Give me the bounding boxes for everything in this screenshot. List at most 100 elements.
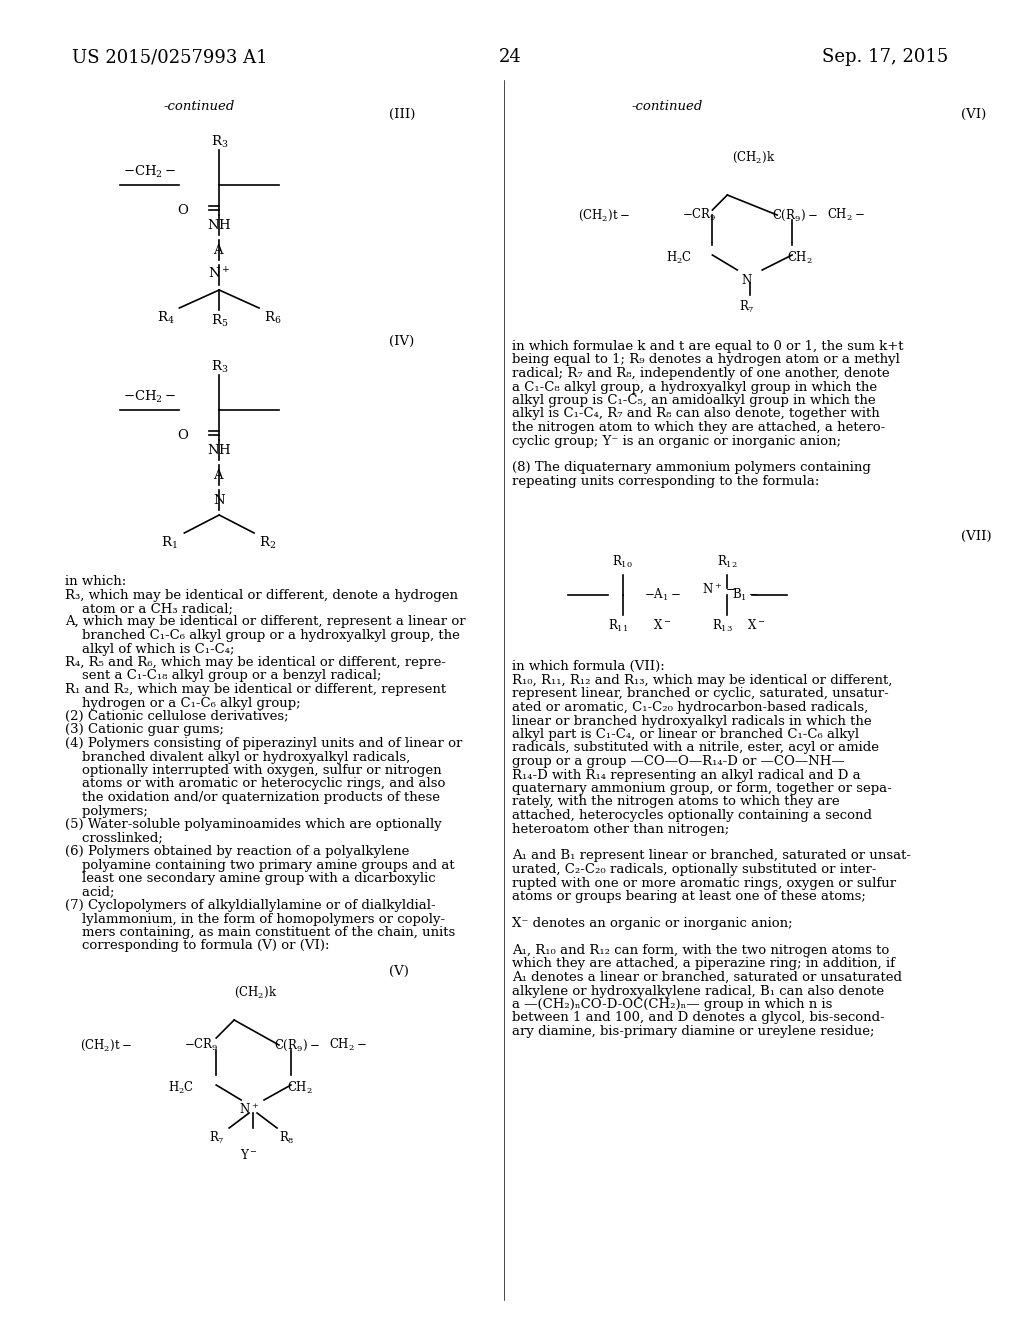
Text: alkyl group is C₁-C₅, an amidoalkyl group in which the: alkyl group is C₁-C₅, an amidoalkyl grou…	[512, 393, 876, 407]
Text: $\mathregular{B_1-}$: $\mathregular{B_1-}$	[732, 587, 760, 603]
Text: $\mathregular{R_8}$: $\mathregular{R_8}$	[279, 1130, 295, 1146]
Text: $\mathregular{R_4}$: $\mathregular{R_4}$	[157, 310, 174, 326]
Text: $\mathregular{(CH_2)k}$: $\mathregular{(CH_2)k}$	[732, 149, 775, 165]
Text: $\mathregular{O}$: $\mathregular{O}$	[177, 428, 189, 442]
Text: alkylene or hydroxyalkylene radical, B₁ can also denote: alkylene or hydroxyalkylene radical, B₁ …	[512, 985, 885, 998]
Text: $\mathregular{C(R_9)-}$: $\mathregular{C(R_9)-}$	[274, 1038, 319, 1052]
Text: $\mathregular{N}$: $\mathregular{N}$	[741, 273, 753, 286]
Text: $\mathregular{N^+}$: $\mathregular{N^+}$	[239, 1104, 259, 1118]
Text: -continued: -continued	[164, 100, 234, 114]
Text: hydrogen or a C₁-C₆ alkyl group;: hydrogen or a C₁-C₆ alkyl group;	[65, 697, 300, 710]
Text: (8) The diquaternary ammonium polymers containing: (8) The diquaternary ammonium polymers c…	[512, 462, 871, 474]
Text: $\mathregular{CH_2}$: $\mathregular{CH_2}$	[787, 249, 813, 267]
Text: $\mathregular{H_2C}$: $\mathregular{H_2C}$	[168, 1080, 195, 1096]
Text: $\mathregular{R_3}$: $\mathregular{R_3}$	[211, 133, 228, 150]
Text: branched C₁-C₆ alkyl group or a hydroxyalkyl group, the: branched C₁-C₆ alkyl group or a hydroxya…	[65, 630, 460, 642]
Text: A₁ denotes a linear or branched, saturated or unsaturated: A₁ denotes a linear or branched, saturat…	[512, 972, 902, 983]
Text: $\mathregular{R_{11}}$: $\mathregular{R_{11}}$	[607, 618, 628, 634]
Text: alkyl of which is C₁-C₄;: alkyl of which is C₁-C₄;	[65, 643, 234, 656]
Text: acid;: acid;	[65, 886, 115, 899]
Text: a C₁-C₈ alkyl group, a hydroxyalkyl group in which the: a C₁-C₈ alkyl group, a hydroxyalkyl grou…	[512, 380, 878, 393]
Text: R₁₄-D with R₁₄ representing an alkyl radical and D a: R₁₄-D with R₁₄ representing an alkyl rad…	[512, 768, 861, 781]
Text: $\mathregular{R_6}$: $\mathregular{R_6}$	[264, 310, 282, 326]
Text: the oxidation and/or quaternization products of these: the oxidation and/or quaternization prod…	[65, 791, 439, 804]
Text: atom or a CH₃ radical;: atom or a CH₃ radical;	[65, 602, 232, 615]
Text: (7) Cyclopolymers of alkyldiallylamine or of dialkyldial-: (7) Cyclopolymers of alkyldiallylamine o…	[65, 899, 435, 912]
Text: $\mathregular{CH_2}$: $\mathregular{CH_2}$	[287, 1080, 312, 1096]
Text: urated, C₂-C₂₀ radicals, optionally substituted or inter-: urated, C₂-C₂₀ radicals, optionally subs…	[512, 863, 877, 876]
Text: $\mathregular{NH}$: $\mathregular{NH}$	[207, 444, 231, 457]
Text: $\mathregular{R_5}$: $\mathregular{R_5}$	[211, 313, 228, 329]
Text: optionally interrupted with oxygen, sulfur or nitrogen: optionally interrupted with oxygen, sulf…	[65, 764, 441, 777]
Text: 24: 24	[499, 48, 521, 66]
Text: a —(CH₂)ₙCO-D-OC(CH₂)ₙ— group in which n is: a —(CH₂)ₙCO-D-OC(CH₂)ₙ— group in which n…	[512, 998, 833, 1011]
Text: group or a group —CO—O—R₁₄-D or —CO—NH—: group or a group —CO—O—R₁₄-D or —CO—NH—	[512, 755, 845, 768]
Text: linear or branched hydroxyalkyl radicals in which the: linear or branched hydroxyalkyl radicals…	[512, 714, 871, 727]
Text: $\mathregular{N^+}$: $\mathregular{N^+}$	[208, 267, 230, 282]
Text: (5) Water-soluble polyaminoamides which are optionally: (5) Water-soluble polyaminoamides which …	[65, 818, 441, 832]
Text: A, which may be identical or different, represent a linear or: A, which may be identical or different, …	[65, 615, 465, 628]
Text: (6) Polymers obtained by reaction of a polyalkylene: (6) Polymers obtained by reaction of a p…	[65, 845, 410, 858]
Text: atoms or with aromatic or heterocyclic rings, and also: atoms or with aromatic or heterocyclic r…	[65, 777, 445, 791]
Text: atoms or groups bearing at least one of these atoms;: atoms or groups bearing at least one of …	[512, 890, 866, 903]
Text: attached, heterocycles optionally containing a second: attached, heterocycles optionally contai…	[512, 809, 872, 822]
Text: between 1 and 100, and D denotes a glycol, bis-second-: between 1 and 100, and D denotes a glyco…	[512, 1011, 885, 1024]
Text: $\mathregular{X^-}$: $\mathregular{X^-}$	[748, 618, 765, 632]
Text: A₁ and B₁ represent linear or branched, saturated or unsat-: A₁ and B₁ represent linear or branched, …	[512, 850, 911, 862]
Text: $\mathregular{-A_1-}$: $\mathregular{-A_1-}$	[644, 587, 681, 603]
Text: mers containing, as main constituent of the chain, units: mers containing, as main constituent of …	[65, 927, 455, 939]
Text: A₁, R₁₀ and R₁₂ can form, with the two nitrogen atoms to: A₁, R₁₀ and R₁₂ can form, with the two n…	[512, 944, 890, 957]
Text: ary diamine, bis-primary diamine or ureylene residue;: ary diamine, bis-primary diamine or urey…	[512, 1026, 874, 1038]
Text: $\mathregular{CH_2-}$: $\mathregular{CH_2-}$	[827, 207, 865, 223]
Text: US 2015/0257993 A1: US 2015/0257993 A1	[72, 48, 267, 66]
Text: lylammonium, in the form of homopolymers or copoly-: lylammonium, in the form of homopolymers…	[65, 912, 444, 925]
Text: $\mathregular{R_7}$: $\mathregular{R_7}$	[209, 1130, 224, 1146]
Text: R₄, R₅ and R₆, which may be identical or different, repre-: R₄, R₅ and R₆, which may be identical or…	[65, 656, 445, 669]
Text: $\mathregular{(CH_2)t-}$: $\mathregular{(CH_2)t-}$	[80, 1038, 131, 1052]
Text: $\mathregular{R_2}$: $\mathregular{R_2}$	[259, 535, 276, 552]
Text: rupted with one or more aromatic rings, oxygen or sulfur: rupted with one or more aromatic rings, …	[512, 876, 896, 890]
Text: alkyl is C₁-C₄, R₇ and R₈ can also denote, together with: alkyl is C₁-C₄, R₇ and R₈ can also denot…	[512, 408, 880, 421]
Text: $\mathregular{-CH_2-}$: $\mathregular{-CH_2-}$	[123, 164, 176, 180]
Text: Sep. 17, 2015: Sep. 17, 2015	[822, 48, 948, 66]
Text: $\mathregular{(CH_2)k}$: $\mathregular{(CH_2)k}$	[234, 985, 278, 1001]
Text: which they are attached, a piperazine ring; in addition, if: which they are attached, a piperazine ri…	[512, 957, 895, 970]
Text: $\mathregular{Y^-}$: $\mathregular{Y^-}$	[241, 1148, 258, 1162]
Text: $\mathregular{R_{12}}$: $\mathregular{R_{12}}$	[717, 554, 737, 570]
Text: radicals, substituted with a nitrile, ester, acyl or amide: radicals, substituted with a nitrile, es…	[512, 742, 880, 755]
Text: $\mathregular{(CH_2)t-}$: $\mathregular{(CH_2)t-}$	[578, 207, 630, 223]
Text: R₁₀, R₁₁, R₁₂ and R₁₃, which may be identical or different,: R₁₀, R₁₁, R₁₂ and R₁₃, which may be iden…	[512, 675, 893, 686]
Text: in which formula (VII):: in which formula (VII):	[512, 660, 665, 673]
Text: repeating units corresponding to the formula:: repeating units corresponding to the for…	[512, 475, 819, 488]
Text: $\mathregular{CH_2-}$: $\mathregular{CH_2-}$	[329, 1038, 367, 1053]
Text: (VII): (VII)	[962, 531, 992, 543]
Text: $\mathregular{A}$: $\mathregular{A}$	[213, 243, 225, 257]
Text: -continued: -continued	[632, 100, 703, 114]
Text: $\mathregular{NH}$: $\mathregular{NH}$	[207, 218, 231, 232]
Text: rately, with the nitrogen atoms to which they are: rately, with the nitrogen atoms to which…	[512, 796, 840, 808]
Text: $\mathregular{R_7}$: $\mathregular{R_7}$	[739, 300, 755, 315]
Text: in which formulae k and t are equal to 0 or 1, the sum k+t: in which formulae k and t are equal to 0…	[512, 341, 903, 352]
Text: cyclic group; Y⁻ is an organic or inorganic anion;: cyclic group; Y⁻ is an organic or inorga…	[512, 434, 842, 447]
Text: heteroatom other than nitrogen;: heteroatom other than nitrogen;	[512, 822, 729, 836]
Text: $\mathregular{X^-}$: $\mathregular{X^-}$	[652, 618, 671, 632]
Text: $\mathregular{N}$: $\mathregular{N}$	[213, 492, 225, 507]
Text: (2) Cationic cellulose derivatives;: (2) Cationic cellulose derivatives;	[65, 710, 289, 723]
Text: $\mathregular{H_2C}$: $\mathregular{H_2C}$	[667, 249, 692, 267]
Text: $\mathregular{-CR_9}$: $\mathregular{-CR_9}$	[682, 207, 717, 223]
Text: (4) Polymers consisting of piperazinyl units and of linear or: (4) Polymers consisting of piperazinyl u…	[65, 737, 462, 750]
Text: $\mathregular{-CH_2-}$: $\mathregular{-CH_2-}$	[123, 389, 176, 405]
Text: the nitrogen atom to which they are attached, a hetero-: the nitrogen atom to which they are atta…	[512, 421, 886, 434]
Text: least one secondary amine group with a dicarboxylic: least one secondary amine group with a d…	[65, 873, 435, 884]
Text: (V): (V)	[388, 965, 409, 978]
Text: represent linear, branched or cyclic, saturated, unsatur-: represent linear, branched or cyclic, sa…	[512, 688, 889, 701]
Text: X⁻ denotes an organic or inorganic anion;: X⁻ denotes an organic or inorganic anion…	[512, 917, 793, 931]
Text: $\mathregular{O}$: $\mathregular{O}$	[177, 203, 189, 216]
Text: R₃, which may be identical or different, denote a hydrogen: R₃, which may be identical or different,…	[65, 589, 458, 602]
Text: crosslinked;: crosslinked;	[65, 832, 163, 845]
Text: branched divalent alkyl or hydroxyalkyl radicals,: branched divalent alkyl or hydroxyalkyl …	[65, 751, 410, 763]
Text: polymers;: polymers;	[65, 804, 147, 817]
Text: $\mathregular{-CR_9}$: $\mathregular{-CR_9}$	[184, 1038, 219, 1053]
Text: (III): (III)	[388, 108, 415, 121]
Text: being equal to 1; R₉ denotes a hydrogen atom or a methyl: being equal to 1; R₉ denotes a hydrogen …	[512, 354, 900, 367]
